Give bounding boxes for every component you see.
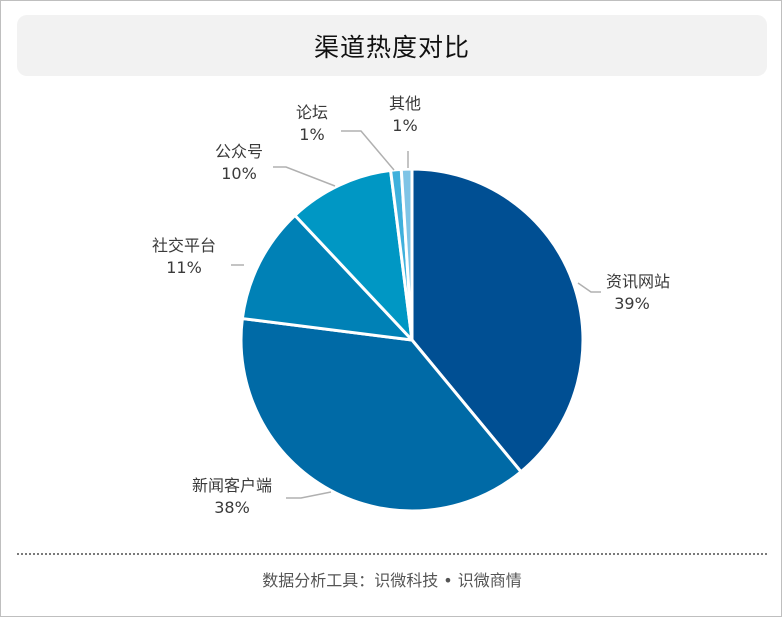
slice-value-2: 11%: [166, 258, 202, 277]
leader-line-3: [273, 166, 336, 187]
pie-slice-3: [293, 168, 414, 342]
pie-slice-1: [239, 317, 523, 513]
slice-label-3: 公众号: [215, 142, 263, 161]
title-bar: 渠道热度对比: [17, 15, 767, 76]
leader-lines: [231, 130, 601, 499]
slice-label-5: 其他: [389, 94, 421, 113]
slice-value-3: 10%: [221, 164, 257, 183]
slice-label-4: 论坛: [296, 103, 328, 122]
pie-chart: 资讯网站 39% 新闻客户端 38% 社交平台 11% 公众号 10% 论坛 1% 其他 1%: [152, 94, 670, 517]
leader-line-4: [341, 130, 395, 171]
slice-value-0: 39%: [614, 294, 650, 313]
leader-line-1: [286, 491, 332, 499]
slice-label-1: 新闻客户端: [192, 476, 272, 495]
pie-slice-2: [240, 213, 414, 342]
chart-title: 渠道热度对比: [313, 32, 470, 62]
leader-line-0: [577, 282, 601, 293]
pie-slice-0: [410, 167, 585, 474]
slice-value-4: 1%: [299, 125, 324, 144]
footer-divider: [17, 553, 767, 555]
slice-value-5: 1%: [392, 116, 417, 135]
footer-source: 数据分析工具：识微科技 • 识微商情: [262, 571, 522, 590]
slice-labels: 资讯网站 39% 新闻客户端 38% 社交平台 11% 公众号 10% 论坛 1% 其他 1%: [152, 94, 670, 517]
pie-slice-5: [399, 167, 414, 342]
slice-label-2: 社交平台: [152, 236, 216, 255]
pie-slices: [239, 167, 585, 513]
slice-label-0: 资讯网站: [606, 272, 670, 291]
slice-value-1: 38%: [214, 498, 250, 517]
